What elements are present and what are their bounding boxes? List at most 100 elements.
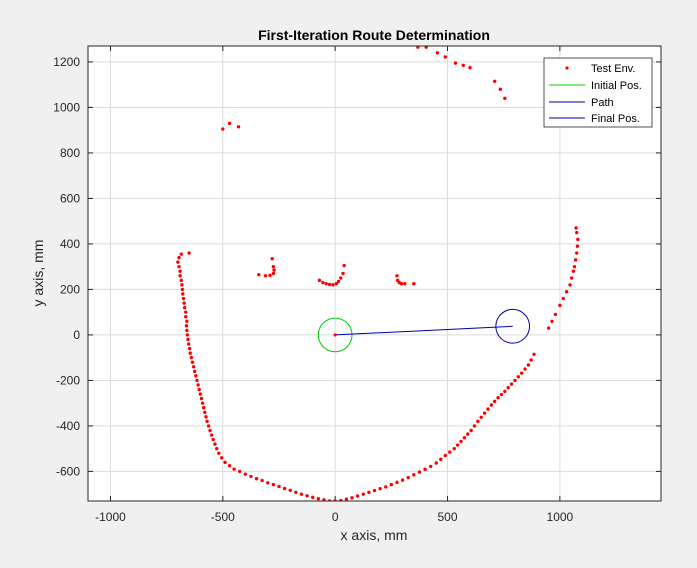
test-env-point xyxy=(459,439,463,444)
test-env-point xyxy=(200,401,205,405)
test-env-point xyxy=(550,319,554,323)
legend[interactable]: Test Env. Initial Pos. Path Final Pos. xyxy=(543,57,653,128)
test-env-point xyxy=(205,419,209,424)
test-env-point xyxy=(395,274,399,278)
legend-label-path: Path xyxy=(591,97,614,109)
test-env-point xyxy=(180,287,185,292)
y-tick-label: 200 xyxy=(60,282,80,296)
test-env-point xyxy=(185,328,189,333)
test-env-point xyxy=(350,496,354,500)
test-env-point xyxy=(176,260,180,264)
test-env-point xyxy=(288,488,292,493)
test-env-point xyxy=(428,464,433,469)
test-env-point xyxy=(479,415,483,419)
test-env-point xyxy=(198,392,203,396)
test-env-point xyxy=(448,450,452,454)
test-env-point xyxy=(516,375,521,379)
y-tick-label: 1200 xyxy=(53,55,80,69)
y-tick-labels: -600 -400 -200 0 200 400 600 800 1000 1200 xyxy=(53,55,80,478)
test-env-point xyxy=(509,382,514,386)
test-env-point xyxy=(178,274,182,278)
test-env-point xyxy=(257,272,261,277)
test-env-point xyxy=(372,488,377,493)
test-env-point xyxy=(187,251,191,255)
test-env-point xyxy=(424,46,428,49)
test-env-point xyxy=(519,371,524,375)
test-env-point xyxy=(455,443,460,447)
test-env-point xyxy=(367,490,371,495)
test-env-point xyxy=(271,264,276,269)
test-env-point xyxy=(272,268,276,272)
test-env-point xyxy=(270,257,274,261)
y-tick-label: 600 xyxy=(60,191,80,205)
y-tick-label: -200 xyxy=(56,373,80,387)
test-env-point xyxy=(189,355,194,360)
test-env-point xyxy=(400,478,405,482)
test-env-point xyxy=(282,486,287,491)
x-tick-label: 0 xyxy=(332,510,339,524)
test-env-point xyxy=(223,460,227,465)
test-env-point xyxy=(185,319,189,323)
test-env-point xyxy=(209,433,214,437)
test-env-point xyxy=(263,274,268,278)
test-env-point xyxy=(572,264,577,269)
test-env-point xyxy=(564,290,569,294)
test-env-point xyxy=(271,271,276,276)
test-env-point xyxy=(232,467,236,471)
test-env-point xyxy=(493,399,497,404)
test-env-point xyxy=(305,494,309,498)
test-env-point xyxy=(406,475,410,480)
tick-marks xyxy=(88,46,661,501)
test-env-point xyxy=(384,485,388,489)
initial-pos-circle xyxy=(317,317,353,353)
test-env-point xyxy=(489,403,494,407)
test-env-point xyxy=(361,492,365,496)
test-env-point xyxy=(181,296,186,301)
test-env-point xyxy=(178,269,182,273)
test-env-point xyxy=(503,96,507,101)
test-env-point xyxy=(206,424,211,428)
test-env-point xyxy=(575,251,579,255)
test-env-point xyxy=(523,367,527,371)
test-env-point xyxy=(185,333,190,337)
test-env-point xyxy=(403,282,407,286)
test-env-point xyxy=(472,424,477,428)
test-env-point xyxy=(237,469,242,474)
test-env-point xyxy=(186,337,190,342)
test-env-point xyxy=(461,63,465,68)
test-env-point xyxy=(573,258,578,262)
test-env-point xyxy=(486,407,490,411)
test-env-point xyxy=(208,428,212,433)
origin-point xyxy=(333,333,337,337)
test-env-point xyxy=(439,457,443,462)
test-env-point xyxy=(182,301,186,305)
test-env-point xyxy=(453,61,458,65)
test-env-point xyxy=(561,296,565,301)
y-tick-label: 0 xyxy=(73,328,80,342)
test-env-point xyxy=(334,282,338,286)
legend-swatch-test-env xyxy=(565,66,569,70)
test-env-point xyxy=(574,226,578,230)
test-env-point xyxy=(197,387,201,392)
test-env-point xyxy=(266,481,270,485)
test-env-point xyxy=(184,315,188,319)
test-env-point xyxy=(331,283,335,287)
test-env-point xyxy=(443,453,447,458)
test-env-point xyxy=(506,386,510,390)
test-env-point xyxy=(202,406,206,410)
x-tick-label: 1000 xyxy=(547,510,574,524)
test-env-point xyxy=(412,473,416,477)
y-tick-label: 800 xyxy=(60,146,80,160)
test-env-point xyxy=(355,494,360,498)
y-axis-label: y axis, mm xyxy=(30,240,46,307)
test-env-point xyxy=(513,378,517,383)
test-env-point xyxy=(322,498,326,501)
test-env-point xyxy=(191,365,196,369)
test-env-point xyxy=(462,436,467,440)
test-env-point xyxy=(336,279,341,284)
test-env-point xyxy=(321,280,325,285)
test-env-point xyxy=(186,342,191,346)
test-env-point xyxy=(268,273,272,278)
test-env-point xyxy=(493,79,497,83)
x-axis-label: x axis, mm xyxy=(341,527,408,543)
